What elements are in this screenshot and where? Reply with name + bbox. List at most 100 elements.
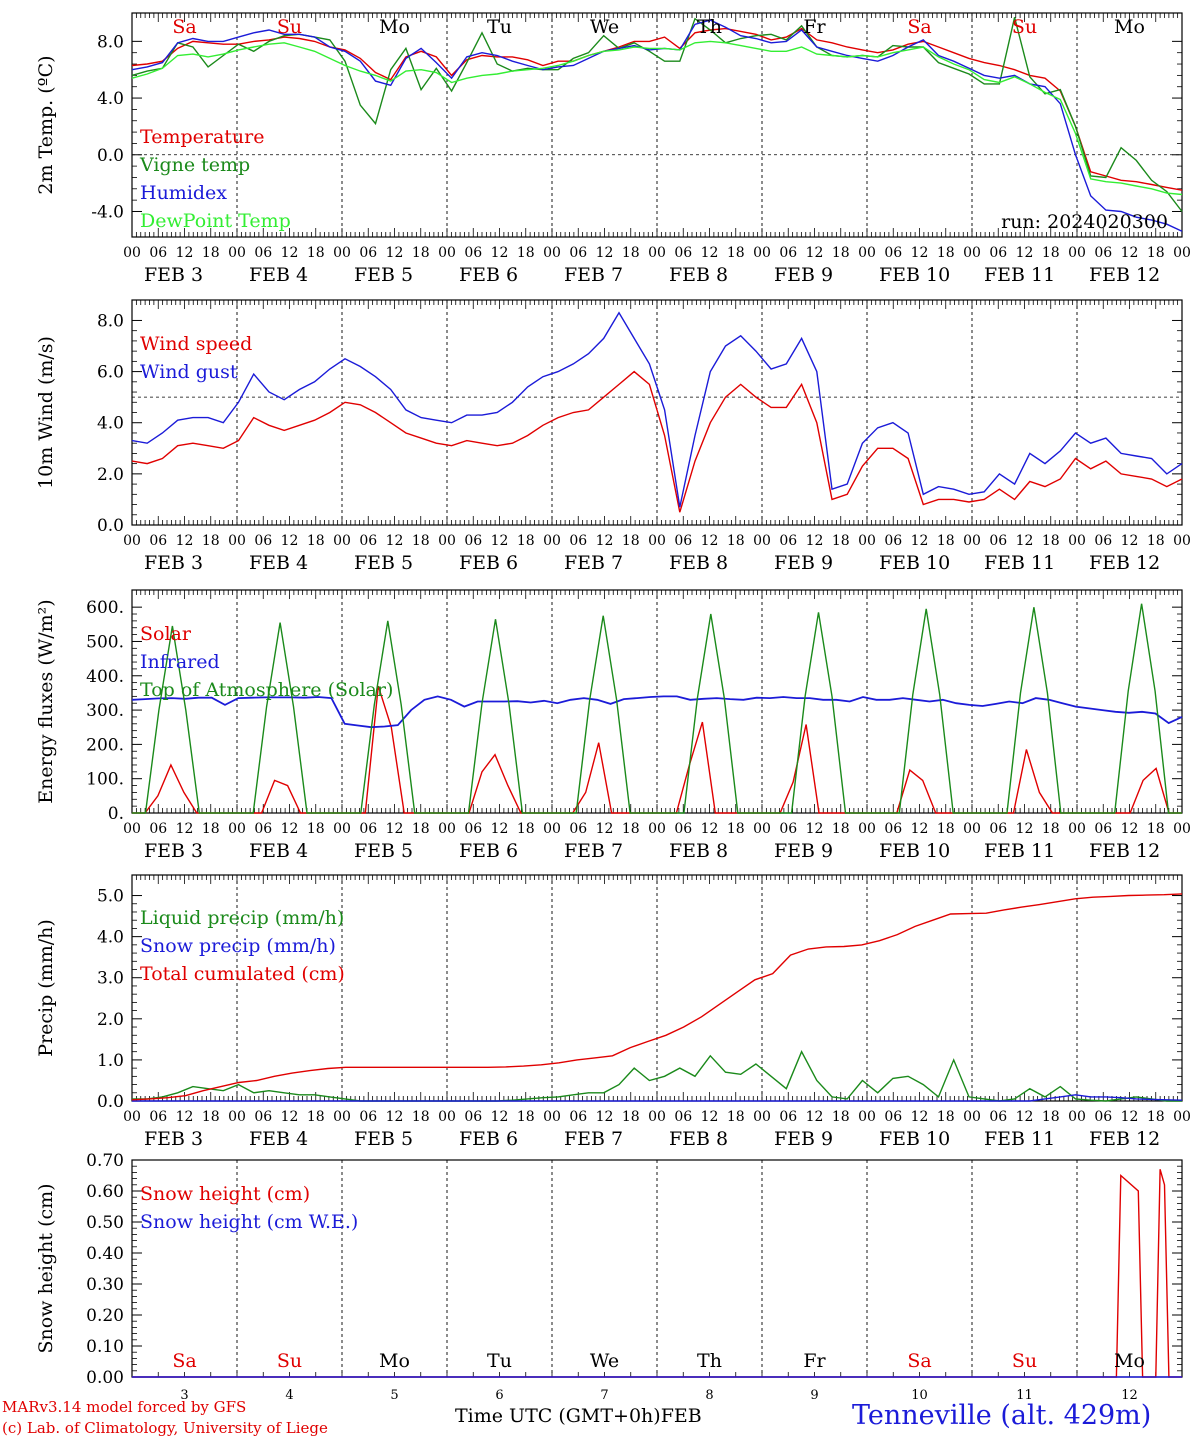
hour-label: 06 [1094,533,1112,549]
hour-label: 12 [806,533,824,549]
hour-label: 00 [648,533,666,549]
hour-label: 06 [569,533,587,549]
hour-label: 18 [202,245,220,261]
hour-label: 00 [858,245,876,261]
date-label: FEB 7 [564,552,623,574]
date-label: FEB 4 [249,264,308,286]
hour-label: 00 [753,245,771,261]
hour-label: 12 [806,245,824,261]
hour-label: 18 [622,533,640,549]
hour-label: 06 [779,1109,797,1125]
legend-entry: Vigne temp [139,154,250,176]
hour-label: 00 [333,245,351,261]
hour-label: 00 [858,821,876,837]
date-label: FEB 4 [249,840,308,862]
hour-label: 18 [727,821,745,837]
hour-label: 18 [202,533,220,549]
hour-label: 18 [1147,1109,1165,1125]
hour-label: 06 [464,245,482,261]
date-label: FEB 11 [984,264,1055,286]
hour-label: 06 [1094,245,1112,261]
hour-label: 12 [911,533,929,549]
y-tick-label: 300. [86,701,124,721]
date-label: FEB 8 [669,1128,728,1150]
hour-label: 00 [543,245,561,261]
y-tick-label: 2.0 [97,1010,124,1030]
hour-label: 12 [176,1109,194,1125]
y-tick-label: 0.20 [86,1306,124,1326]
hour-label: 06 [149,533,167,549]
weekday-label: Su [277,1350,302,1372]
date-label: FEB 6 [459,840,518,862]
weekday-label: Su [1012,1350,1037,1372]
date-label: FEB 7 [564,264,623,286]
series-line-snow-precip-mm-h- [132,1094,1183,1102]
hour-label: 18 [1042,1109,1060,1125]
hour-label: 06 [254,1109,272,1125]
hour-label: 00 [228,1109,246,1125]
hour-label: 12 [1016,1109,1034,1125]
hour-label: 00 [963,533,981,549]
date-label: FEB 8 [669,840,728,862]
hour-label: 18 [622,821,640,837]
weekday-label: We [590,1350,619,1372]
date-label: FEB 7 [564,1128,623,1150]
date-label: FEB 3 [144,840,203,862]
weekday-label: Th [697,16,722,38]
y-axis-label: Snow height (cm) [35,1183,57,1353]
y-tick-label: 0.70 [86,1151,124,1171]
legend-entry: Total cumulated (cm) [140,963,345,985]
hour-label: 00 [123,1109,141,1125]
hour-label: 12 [701,1109,719,1125]
hour-label: 12 [806,1109,824,1125]
day-number-label: 10 [911,1388,928,1403]
hour-label: 00 [1068,533,1086,549]
hour-label: 18 [937,1109,955,1125]
weekday-label: Su [1012,16,1037,38]
hour-label: 06 [989,821,1007,837]
hour-label: 12 [281,1109,299,1125]
hour-label: 12 [176,821,194,837]
series-line-top-of-atmosphere-solar- [132,603,1182,814]
legend-entry: Snow height (cm W.E.) [140,1211,358,1233]
hour-label: 18 [832,245,850,261]
hour-label: 00 [753,821,771,837]
hour-label: 12 [911,1109,929,1125]
date-label: FEB 5 [354,552,413,574]
hour-label: 18 [307,533,325,549]
legend-entry: DewPoint Temp [140,210,291,232]
hour-label: 12 [491,245,509,261]
date-label: FEB 7 [564,840,623,862]
hour-label: 00 [1068,245,1086,261]
weekday-label: Fr [803,1350,826,1372]
hour-label: 12 [701,533,719,549]
hour-label: 12 [596,1109,614,1125]
y-tick-label: -4.0 [91,202,124,222]
hour-label: 06 [779,245,797,261]
panel-1 [131,12,1183,238]
hour-label: 12 [281,821,299,837]
weekday-label: Sa [172,16,196,38]
hour-label: 00 [438,1109,456,1125]
hour-label: 12 [1016,821,1034,837]
date-label: FEB 12 [1089,552,1160,574]
weekday-label: Mo [379,16,410,38]
date-label: FEB 8 [669,552,728,574]
legend-entry: Temperature [140,126,264,148]
weekday-label: Mo [379,1350,410,1372]
series-line-total-cumulated-cm- [131,893,1183,1101]
hour-label: 18 [412,1109,430,1125]
series-line-temperature [131,27,1183,191]
hour-label: 12 [1121,245,1139,261]
y-tick-label: 0.50 [86,1213,124,1233]
hour-label: 00 [543,1109,561,1125]
y-tick-label: 1.0 [97,1051,124,1071]
weekday-label: Sa [907,1350,931,1372]
model-note: MARv3.14 model forced by GFS [2,1398,247,1416]
date-label: FEB 10 [879,264,950,286]
y-tick-label: 0.0 [97,516,124,536]
hour-label: 18 [622,1109,640,1125]
weekday-label: Tu [487,16,512,38]
hour-label: 06 [779,533,797,549]
